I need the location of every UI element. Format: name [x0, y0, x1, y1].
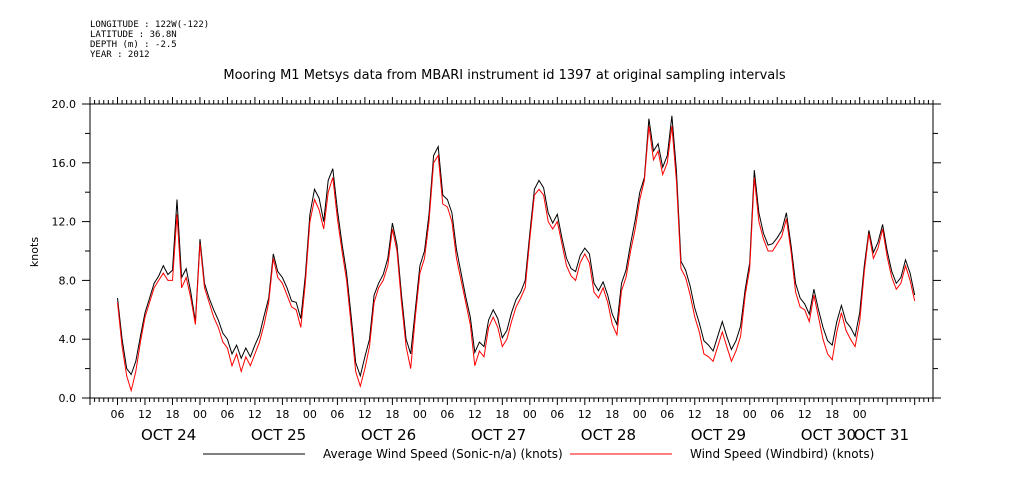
legend-label-average: Average Wind Speed (Sonic-n/a) (knots)	[323, 447, 563, 461]
y-axis-label: knots	[28, 237, 41, 267]
x-hour-tick-label: 12	[248, 408, 262, 421]
x-hour-tick-label: 18	[715, 408, 729, 421]
x-hour-tick-label: 00	[413, 408, 427, 421]
x-hour-tick-label: 06	[440, 408, 454, 421]
x-day-label: OCT 25	[251, 426, 306, 444]
x-hour-tick-label: 18	[275, 408, 289, 421]
y-tick-label: 16.0	[52, 157, 77, 170]
x-hour-tick-label: 00	[193, 408, 207, 421]
x-day-label: OCT 31	[854, 426, 909, 444]
x-hour-tick-label: 18	[825, 408, 839, 421]
x-hour-tick-label: 12	[688, 408, 702, 421]
longitude-label: LONGITUDE : 122W(-122)	[90, 20, 210, 30]
x-hour-tick-label: 00	[853, 408, 867, 421]
x-hour-tick-label: 00	[523, 408, 537, 421]
y-tick-label: 0.0	[59, 392, 77, 405]
x-hour-tick-label: 12	[578, 408, 592, 421]
x-hour-tick-label: 06	[660, 408, 674, 421]
x-hour-tick-label: 18	[495, 408, 509, 421]
x-hour-tick-label: 00	[633, 408, 647, 421]
x-hour-tick-label: 06	[330, 408, 344, 421]
x-day-label: OCT 29	[691, 426, 746, 444]
legend-label-windbird: Wind Speed (Windbird) (knots)	[690, 447, 874, 461]
latitude-label: LATITUDE : 36.8N	[90, 30, 177, 40]
series-layer	[117, 115, 916, 393]
legend: Average Wind Speed (Sonic-n/a) (knots) W…	[203, 447, 874, 461]
x-hour-tick-label: 06	[110, 408, 124, 421]
x-hour-tick-label: 06	[550, 408, 564, 421]
series-line-windbird-wind-speed	[117, 126, 916, 393]
plot-axes: 06 12 18 00 06 12 18 00 06 12 18 00 06 12 18 00 06 12 18 00…	[52, 97, 941, 444]
x-hour-tick-label: 18	[605, 408, 619, 421]
y-tick-label: 20.0	[52, 98, 77, 111]
x-hour-tick-label: 12	[468, 408, 482, 421]
x-day-label: OCT 28	[581, 426, 636, 444]
x-hour-tick-label: 00	[743, 408, 757, 421]
x-day-label: OCT 24	[141, 426, 196, 444]
plot-frame	[89, 103, 934, 399]
chart-title: Mooring M1 Metsys data from MBARI instru…	[223, 68, 786, 83]
year-label: YEAR : 2012	[90, 50, 150, 60]
station-metadata: LONGITUDE : 122W(-122) LATITUDE : 36.8N …	[90, 20, 209, 60]
x-day-label: OCT 30	[801, 426, 856, 444]
x-hour-tick-label: 12	[138, 408, 152, 421]
series-line-average-wind-speed	[117, 115, 916, 378]
y-tick-label: 4.0	[59, 333, 77, 346]
x-hour-tick-label: 18	[165, 408, 179, 421]
x-hour-tick-label: 06	[220, 408, 234, 421]
y-tick-label: 8.0	[59, 274, 77, 287]
x-hour-tick-label: 12	[798, 408, 812, 421]
y-tick-label: 12.0	[52, 216, 77, 229]
x-day-label: OCT 26	[361, 426, 416, 444]
x-hour-tick-label: 00	[303, 408, 317, 421]
x-hour-tick-label: 12	[358, 408, 372, 421]
x-hour-tick-label: 06	[770, 408, 784, 421]
depth-label: DEPTH (m) : -2.5	[90, 40, 177, 50]
x-day-label: OCT 27	[471, 426, 526, 444]
x-hour-tick-label: 18	[385, 408, 399, 421]
